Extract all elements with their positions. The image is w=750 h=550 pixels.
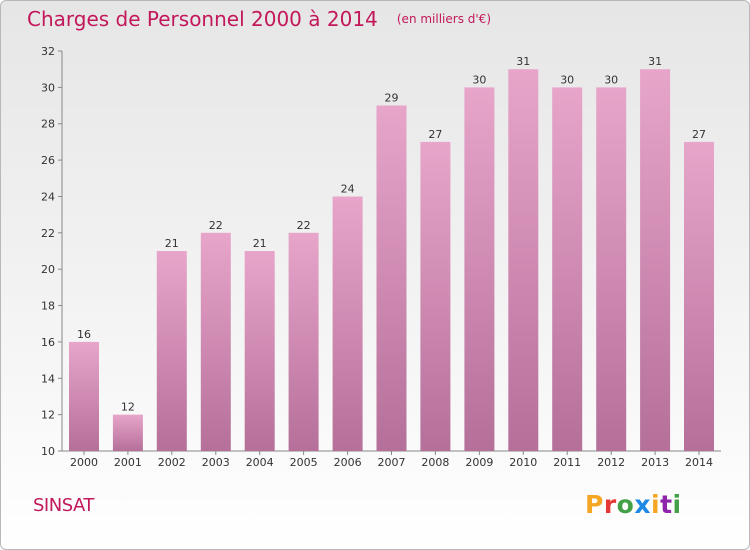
value-label-2011: 30 bbox=[560, 73, 574, 86]
bar-2005 bbox=[288, 232, 319, 451]
value-label-2013: 31 bbox=[648, 55, 662, 68]
value-label-2004: 21 bbox=[253, 237, 267, 250]
bar-2004 bbox=[244, 251, 275, 451]
value-label-2001: 12 bbox=[121, 401, 135, 414]
x-tick-label-2002: 2002 bbox=[158, 456, 186, 469]
y-tick-label: 20 bbox=[41, 263, 55, 276]
y-tick-label: 30 bbox=[41, 81, 55, 94]
x-tick-label-2010: 2010 bbox=[509, 456, 537, 469]
x-tick-label-2004: 2004 bbox=[246, 456, 274, 469]
value-label-2003: 22 bbox=[209, 219, 223, 232]
logo-letter: x bbox=[634, 490, 651, 519]
bar-2011 bbox=[552, 87, 583, 452]
bar-2008 bbox=[420, 141, 451, 451]
value-label-2005: 22 bbox=[297, 219, 311, 232]
chart-title: Charges de Personnel 2000 à 2014 bbox=[27, 7, 378, 31]
value-label-2012: 30 bbox=[604, 73, 618, 86]
value-label-2006: 24 bbox=[341, 183, 355, 196]
title-row: Charges de Personnel 2000 à 2014 (en mil… bbox=[27, 7, 491, 31]
bar-2009 bbox=[464, 87, 495, 452]
x-tick-label-2011: 2011 bbox=[553, 456, 581, 469]
y-tick-label: 16 bbox=[41, 336, 55, 349]
y-tick-label: 22 bbox=[41, 227, 55, 240]
bar-2014 bbox=[684, 141, 714, 451]
y-tick-label: 14 bbox=[41, 372, 55, 385]
value-label-2010: 31 bbox=[516, 55, 530, 68]
bar-2002 bbox=[156, 251, 187, 451]
bar-2006 bbox=[332, 196, 363, 451]
value-label-2007: 29 bbox=[385, 92, 399, 105]
bar-2000 bbox=[69, 341, 99, 451]
commune-name: SINSAT bbox=[33, 495, 94, 516]
y-tick-label: 26 bbox=[41, 154, 55, 167]
y-tick-label: 18 bbox=[41, 300, 55, 313]
x-tick-label-2013: 2013 bbox=[641, 456, 669, 469]
x-tick-label-2001: 2001 bbox=[114, 456, 142, 469]
logo-letter: t bbox=[660, 490, 673, 519]
bar-2010 bbox=[508, 69, 539, 451]
y-tick-label: 12 bbox=[41, 409, 55, 422]
value-label-2014: 27 bbox=[692, 128, 706, 141]
bar-2007 bbox=[376, 105, 407, 451]
logo-letter: o bbox=[616, 490, 635, 519]
x-tick-label-2012: 2012 bbox=[597, 456, 625, 469]
x-tick-label-2003: 2003 bbox=[202, 456, 230, 469]
x-tick-label-2008: 2008 bbox=[421, 456, 449, 469]
x-tick-label-2000: 2000 bbox=[70, 456, 98, 469]
axes: 10 12 14 16 18 20 22 24 26 28 30 32 2000 2001 2002 2003… bbox=[41, 45, 721, 469]
x-tick-label-2014: 2014 bbox=[685, 456, 713, 469]
y-tick-label: 28 bbox=[41, 118, 55, 131]
logo-letter: r bbox=[603, 490, 617, 519]
bar-2013 bbox=[640, 69, 671, 451]
bar-2012 bbox=[596, 87, 627, 452]
y-tick-label: 24 bbox=[41, 190, 55, 203]
y-tick-label: 10 bbox=[41, 445, 55, 458]
bar-2001 bbox=[112, 414, 143, 451]
x-tick-label-2009: 2009 bbox=[465, 456, 493, 469]
proxiti-logo: Proxiti bbox=[585, 490, 682, 519]
x-tick-label-2007: 2007 bbox=[378, 456, 406, 469]
chart-subtitle: (en milliers d'€) bbox=[396, 12, 491, 26]
y-tick-label: 32 bbox=[41, 45, 55, 58]
logo-letter: i bbox=[672, 490, 682, 519]
bars: 16 12 21 22 21 22 24 29 27 30 31 30 30 31 27 bbox=[69, 55, 714, 452]
x-tick-label-2005: 2005 bbox=[290, 456, 318, 469]
x-tick-label-2006: 2006 bbox=[334, 456, 362, 469]
value-label-2002: 21 bbox=[165, 237, 179, 250]
value-label-2009: 30 bbox=[472, 73, 486, 86]
logo-letter: i bbox=[651, 490, 661, 519]
logo-letter: P bbox=[585, 490, 604, 519]
value-label-2000: 16 bbox=[77, 328, 91, 341]
bar-2003 bbox=[200, 232, 231, 451]
value-label-2008: 27 bbox=[428, 128, 442, 141]
